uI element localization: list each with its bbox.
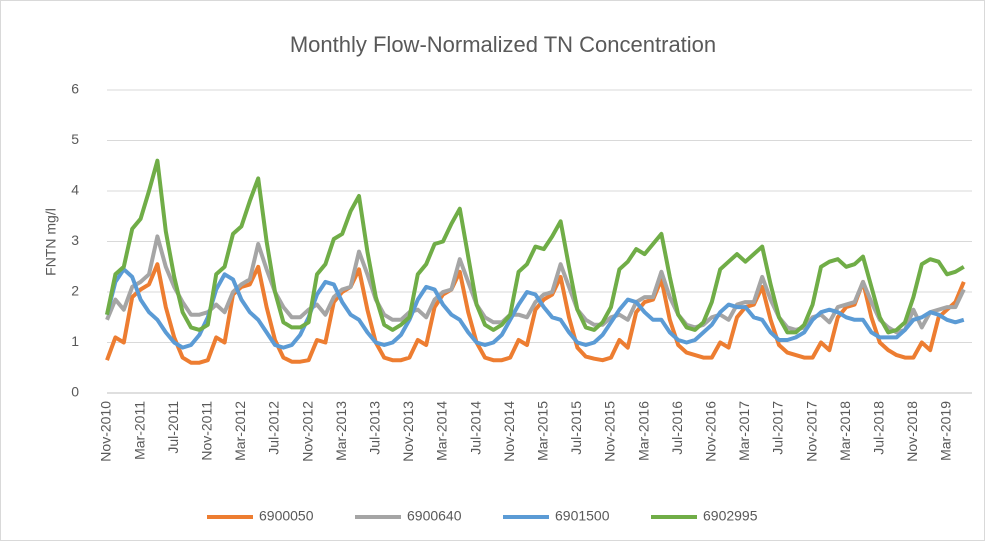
y-tick-label: 4 bbox=[71, 182, 79, 198]
x-tick-label: Nov-2016 bbox=[703, 401, 719, 462]
x-tick-label: Nov-2013 bbox=[400, 401, 416, 462]
x-tick-label: Mar-2019 bbox=[938, 401, 954, 461]
legend-label: 6900640 bbox=[407, 508, 462, 524]
legend-label: 6902995 bbox=[703, 508, 758, 524]
y-tick-label: 6 bbox=[71, 81, 79, 97]
x-tick-label: Mar-2015 bbox=[535, 401, 551, 461]
x-tick-label: Mar-2013 bbox=[333, 401, 349, 461]
x-tick-label: Nov-2011 bbox=[199, 401, 215, 461]
chart-title: Monthly Flow-Normalized TN Concentration bbox=[290, 32, 716, 57]
series-line bbox=[105, 158, 965, 335]
x-tick-label: Mar-2014 bbox=[434, 401, 450, 461]
x-tick-label: Mar-2012 bbox=[232, 401, 248, 461]
x-tick-label: Jul-2016 bbox=[669, 401, 685, 455]
x-tick-label: Mar-2011 bbox=[131, 401, 147, 460]
x-tick-label: Jul-2018 bbox=[871, 401, 887, 455]
x-tick-label: Jul-2013 bbox=[367, 401, 383, 455]
x-tick-label: Nov-2012 bbox=[299, 401, 315, 462]
series-line bbox=[105, 262, 966, 365]
x-tick-label: Mar-2018 bbox=[837, 401, 853, 461]
y-tick-label: 2 bbox=[71, 283, 79, 299]
x-tick-label: Jul-2015 bbox=[568, 401, 584, 455]
x-tick-label: Mar-2017 bbox=[736, 401, 752, 461]
x-tick-label: Jul-2014 bbox=[467, 401, 483, 455]
y-tick-label: 1 bbox=[71, 333, 79, 349]
x-tick-label: Jul-2017 bbox=[770, 401, 786, 455]
x-tick-label: Jul-2012 bbox=[266, 401, 282, 455]
y-tick-label: 0 bbox=[71, 384, 79, 400]
x-tick-label: Nov-2010 bbox=[98, 401, 114, 462]
legend-label: 6900050 bbox=[259, 508, 314, 524]
x-tick-label: Nov-2017 bbox=[803, 401, 819, 462]
x-tick-label: Mar-2016 bbox=[635, 401, 651, 461]
legend-label: 6901500 bbox=[555, 508, 610, 524]
y-tick-label: 5 bbox=[71, 131, 79, 147]
x-tick-label: Nov-2015 bbox=[602, 401, 618, 462]
y-axis-title: FNTN mg/l bbox=[43, 208, 59, 276]
x-tick-label: Nov-2018 bbox=[904, 401, 920, 462]
series-line bbox=[105, 267, 965, 350]
x-tick-label: Jul-2011 bbox=[165, 401, 181, 454]
y-tick-label: 3 bbox=[71, 232, 79, 248]
x-tick-label: Nov-2014 bbox=[501, 401, 517, 462]
